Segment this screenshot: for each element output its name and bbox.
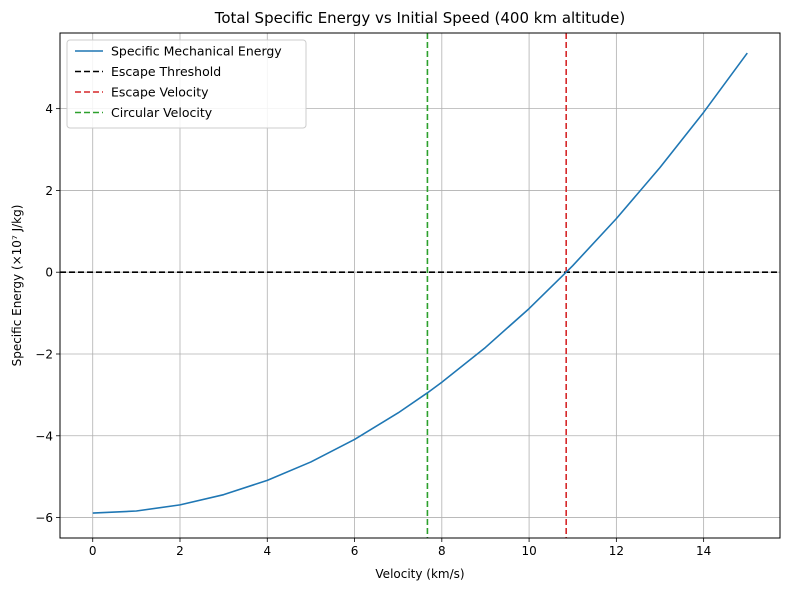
chart-title: Total Specific Energy vs Initial Speed (… bbox=[214, 9, 625, 27]
plot-frame bbox=[59, 32, 781, 539]
y-axis-ticks: −6 −4 −2 0 2 4 bbox=[35, 102, 60, 525]
series-specific-mechanical-energy bbox=[92, 52, 748, 514]
legend: Specific Mechanical Energy Escape Thresho… bbox=[66, 39, 307, 129]
legend-label-escape-threshold: Escape Threshold bbox=[111, 64, 221, 79]
y-axis-label: Specific Energy (×10⁷ J/kg) bbox=[10, 205, 24, 367]
y-tick-label: 2 bbox=[45, 184, 53, 198]
x-tick-label: 14 bbox=[696, 544, 711, 558]
x-tick-label: 4 bbox=[263, 544, 271, 558]
legend-label-escape-velocity: Escape Velocity bbox=[111, 85, 209, 100]
y-tick-label: 0 bbox=[45, 266, 53, 280]
legend-label-circular-velocity: Circular Velocity bbox=[111, 105, 213, 120]
x-tick-label: 12 bbox=[609, 544, 624, 558]
y-tick-label: 4 bbox=[45, 102, 53, 116]
y-tick-label: −2 bbox=[35, 347, 53, 361]
x-tick-label: 2 bbox=[176, 544, 184, 558]
x-tick-label: 8 bbox=[438, 544, 446, 558]
x-tick-label: 6 bbox=[351, 544, 359, 558]
y-tick-label: −6 bbox=[35, 511, 53, 525]
legend-label-specific-mechanical-energy: Specific Mechanical Energy bbox=[111, 44, 282, 59]
y-tick-label: −4 bbox=[35, 429, 53, 443]
reference-lines bbox=[60, 33, 780, 538]
x-axis-ticks: 0 2 4 6 8 10 12 14 bbox=[89, 538, 711, 558]
x-axis-label: Velocity (km/s) bbox=[375, 567, 464, 581]
x-tick-label: 0 bbox=[89, 544, 97, 558]
legend-box bbox=[66, 39, 307, 129]
x-tick-label: 10 bbox=[521, 544, 536, 558]
series-lines bbox=[92, 52, 748, 514]
